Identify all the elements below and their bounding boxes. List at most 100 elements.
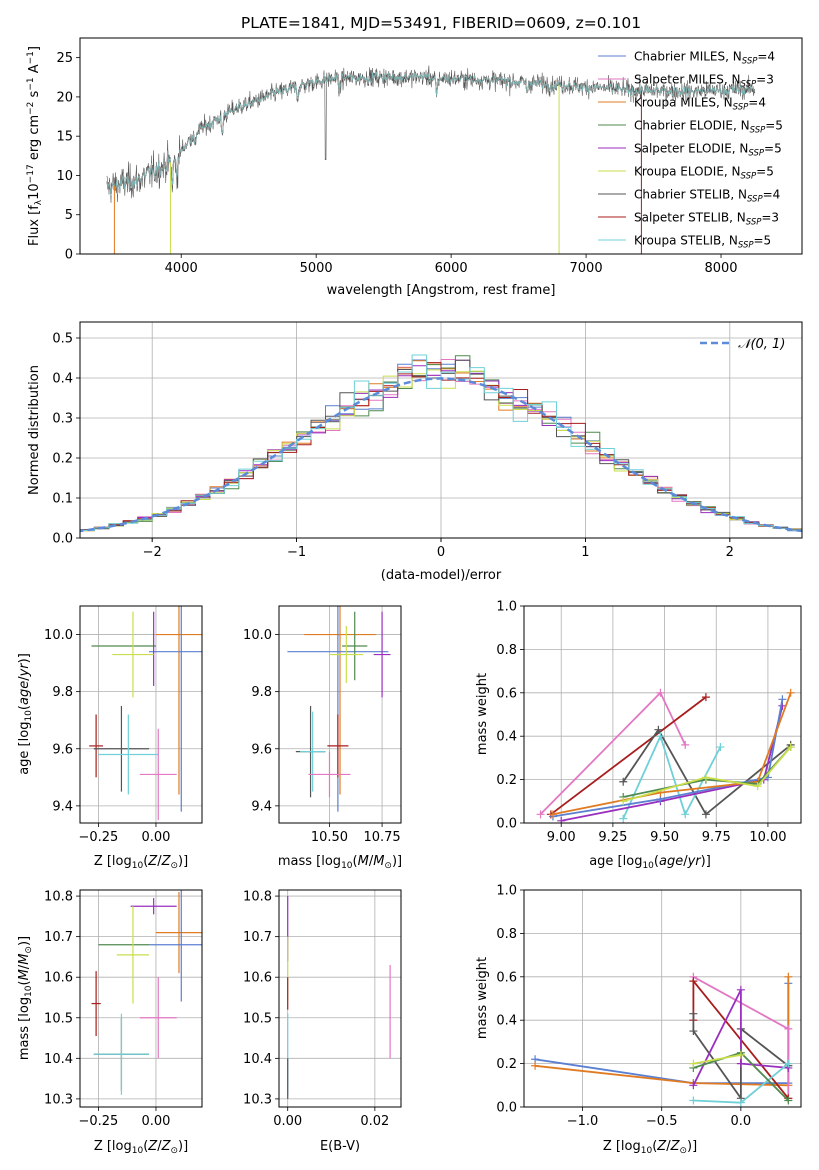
weights_vs_Z-ytick-label: 0.0	[496, 1101, 517, 1116]
mass_vs_Z-marks	[91, 890, 202, 1095]
weights_vs_age-xtick-label: 9.50	[650, 830, 679, 845]
weights_vs_Z-ytick-label: 0.8	[496, 927, 517, 942]
residual-xtick-label: 1	[581, 545, 589, 560]
weight-line	[550, 696, 707, 816]
residual-ytick-label: 0.1	[52, 492, 73, 507]
ageZ-xlabel: Z [log10(Z/Z⊙)]	[94, 854, 188, 871]
spectrum-xtick-label: 4000	[165, 261, 198, 276]
mass_vs_EBV-ytick-label: 10.5	[243, 1011, 272, 1026]
weights_vs_Z-axes	[523, 889, 802, 1108]
weight-marker	[701, 693, 710, 702]
residual-xlabel: (data-model)/error	[381, 568, 502, 583]
weight-marker	[531, 1061, 540, 1070]
age_vs_Z-xtick-label: 0.00	[141, 830, 170, 845]
massZ-xlabel: Z [log10(Z/Z⊙)]	[94, 1139, 188, 1156]
spectrum-ytick-label: 5	[65, 208, 73, 223]
wZ-ylabel: mass weight	[475, 957, 490, 1039]
weights_vs_Z-ytick-label: 0.6	[496, 970, 517, 985]
mass_vs_Z-ytick-label: 10.4	[44, 1052, 73, 1067]
spectrum-xlabel: wavelength [Angstrom, rest frame]	[327, 283, 556, 298]
mass_vs_Z-xtick-label: −0.25	[78, 1114, 118, 1129]
spectrum-xtick-label: 8000	[704, 261, 737, 276]
mass_vs_Z-ytick-label: 10.5	[44, 1011, 73, 1026]
weight-line	[693, 1054, 742, 1065]
spectrum-model-line	[106, 71, 755, 196]
massEBV-xlabel: E(B-V)	[320, 1139, 360, 1154]
mass_vs_EBV-xtick-label: 0.00	[273, 1114, 302, 1129]
age_vs_mass-ytick-label: 9.8	[251, 685, 272, 700]
weight-marker	[736, 1059, 745, 1068]
age_vs_Z-ytick-label: 9.8	[52, 685, 73, 700]
weight-marker	[654, 725, 663, 734]
weight-marker	[784, 1096, 793, 1105]
normal-legend-label: 𝒩(0, 1)	[738, 337, 785, 352]
weights_vs_age-ytick-label: 0.2	[496, 773, 517, 788]
legend-label: Kroupa ELODIE, NSSP=5	[634, 165, 774, 182]
spectrum-xtick-label: 6000	[435, 261, 468, 276]
weights_vs_Z-ytick-label: 0.4	[496, 1014, 517, 1029]
residual-ytick-label: 0.4	[52, 372, 73, 387]
residual-legend: 𝒩(0, 1)	[700, 337, 785, 352]
weights_vs_age-xtick-label: 9.75	[702, 830, 731, 845]
mass_vs_EBV-ytick-label: 10.6	[243, 971, 272, 986]
weights_vs_Z-marks	[531, 972, 793, 1107]
legend-label: Chabrier ELODIE, NSSP=5	[634, 119, 783, 136]
weight-marker	[681, 810, 690, 819]
normal-curve	[80, 377, 802, 533]
weights_vs_Z-ytick-label: 1.0	[496, 884, 517, 899]
weight-marker	[786, 688, 795, 697]
age_vs_Z-ytick-label: 10.0	[44, 628, 73, 643]
mass_vs_EBV-marks	[287, 896, 391, 1099]
age_vs_Z-panel: −0.25 0.00 9.4 9.6 9.8 10.0	[44, 605, 203, 845]
weight-marker	[784, 972, 793, 981]
weight-marker	[681, 740, 690, 749]
mass_vs_EBV-xtick-label: 0.02	[360, 1114, 389, 1129]
legend-label: Salpeter ELODIE, NSSP=5	[634, 142, 782, 159]
mass_vs_Z-panel: −0.25 0.00 10.3 10.4 10.5 10.6 10.7 10.8	[44, 889, 203, 1129]
wAge-xlabel: age [log10(age/yr)]	[589, 854, 711, 871]
weights_vs_age-xtick-label: 9.00	[547, 830, 576, 845]
massZ-ylabel: mass [log10(M/M⊙)]	[17, 936, 34, 1060]
weight-marker	[619, 797, 628, 806]
spectrum-ytick-label: 25	[56, 51, 73, 66]
spectrum-ytick-label: 10	[56, 169, 73, 184]
wZ-xlabel: Z [log10(Z/Z⊙)]	[603, 1139, 697, 1156]
spectrum-panel: PLATE=1841, MJD=53491, FIBERID=0609, z=0…	[26, 14, 803, 298]
small-panel-labels: Z [log10(Z/Z⊙)] age [log10(age/yr)] mass…	[17, 653, 711, 1156]
weight-marker	[548, 810, 557, 819]
residual-histogram	[80, 354, 802, 533]
mass_vs_Z-xtick-label: 0.00	[141, 1114, 170, 1129]
residual-ytick-label: 0.3	[52, 412, 73, 427]
age_vs_Z-marks	[89, 606, 202, 821]
weights_vs_age-ytick-label: 1.0	[496, 600, 517, 615]
residual-ytick-label: 0.5	[52, 332, 73, 347]
weights_vs_age-ytick-label: 0.8	[496, 643, 517, 658]
residual-ylabel: Normed distribution	[27, 365, 42, 495]
mass_vs_EBV-panel: 0.00 0.02 10.3 10.4 10.5 10.6 10.7 10.8	[243, 889, 402, 1129]
weights_vs_Z-xtick-label: 0.0	[731, 1114, 752, 1129]
legend-label: Chabrier MILES, NSSP=4	[634, 50, 775, 67]
spectrum-xtick-label: 7000	[570, 261, 603, 276]
weights_vs_Z-xtick-label: −0.5	[646, 1114, 678, 1129]
weights_vs_age-axes	[523, 605, 802, 824]
weight-marker	[736, 985, 745, 994]
legend-label: Salpeter MILES, NSSP=3	[634, 73, 774, 90]
weights_vs_age-ytick-label: 0.6	[496, 686, 517, 701]
weight-marker	[619, 777, 628, 786]
residual-xtick-label: 2	[726, 545, 734, 560]
legend-label: Kroupa STELIB, NSSP=5	[634, 234, 771, 251]
spectrum-ytick-label: 20	[56, 90, 73, 105]
weight-marker	[736, 1098, 745, 1107]
mass_vs_Z-ytick-label: 10.3	[44, 1092, 73, 1107]
residual-ytick-label: 0.0	[52, 532, 73, 547]
residual-ytick-label: 0.2	[52, 452, 73, 467]
weight-marker	[689, 1009, 698, 1018]
residual-xtick-label: −2	[143, 545, 162, 560]
wAge-ylabel: mass weight	[475, 673, 490, 755]
age_vs_mass-axes	[278, 605, 402, 824]
age_vs_mass-xtick-label: 10.75	[363, 830, 400, 845]
spectrum-xtick-label: 5000	[300, 261, 333, 276]
legend-label: Salpeter STELIB, NSSP=3	[634, 211, 779, 228]
weight-marker	[557, 816, 566, 823]
